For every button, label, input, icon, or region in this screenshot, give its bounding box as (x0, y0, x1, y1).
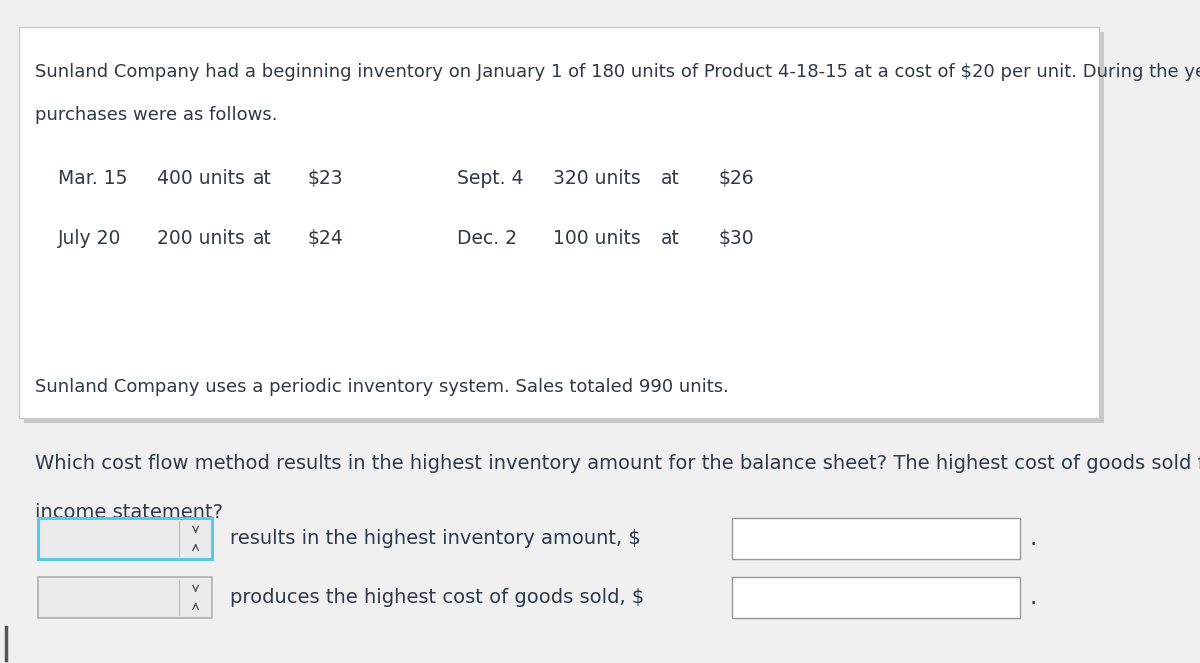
FancyBboxPatch shape (732, 577, 1020, 618)
Text: Mar. 15: Mar. 15 (58, 169, 127, 188)
Text: $26: $26 (719, 169, 755, 188)
Text: .: . (1030, 526, 1037, 550)
Text: .: . (1030, 585, 1037, 609)
Text: at: at (661, 229, 680, 248)
FancyBboxPatch shape (38, 577, 212, 618)
FancyBboxPatch shape (38, 518, 212, 559)
Text: Sept. 4: Sept. 4 (457, 169, 523, 188)
Text: 200 units: 200 units (157, 229, 245, 248)
Text: produces the highest cost of goods sold, $: produces the highest cost of goods sold,… (230, 588, 644, 607)
FancyBboxPatch shape (732, 518, 1020, 559)
Text: 100 units: 100 units (553, 229, 641, 248)
Text: at: at (253, 169, 272, 188)
Text: results in the highest inventory amount, $: results in the highest inventory amount,… (230, 529, 641, 548)
Text: Sunland Company uses a periodic inventory system. Sales totaled 990 units.: Sunland Company uses a periodic inventor… (35, 378, 728, 396)
Text: Dec. 2: Dec. 2 (457, 229, 517, 248)
Text: at: at (661, 169, 680, 188)
Text: at: at (253, 229, 272, 248)
Text: income statement?: income statement? (35, 503, 223, 522)
Text: Which cost flow method results in the highest inventory amount for the balance s: Which cost flow method results in the hi… (35, 454, 1200, 473)
Text: 400 units: 400 units (157, 169, 245, 188)
Text: Sunland Company had a beginning inventory on January 1 of 180 units of Product 4: Sunland Company had a beginning inventor… (35, 63, 1200, 81)
FancyBboxPatch shape (19, 27, 1099, 418)
Text: July 20: July 20 (58, 229, 121, 248)
Text: 320 units: 320 units (553, 169, 641, 188)
FancyBboxPatch shape (24, 32, 1104, 423)
Text: $30: $30 (719, 229, 755, 248)
Text: purchases were as follows.: purchases were as follows. (35, 106, 277, 124)
Text: $24: $24 (307, 229, 343, 248)
Text: $23: $23 (307, 169, 343, 188)
